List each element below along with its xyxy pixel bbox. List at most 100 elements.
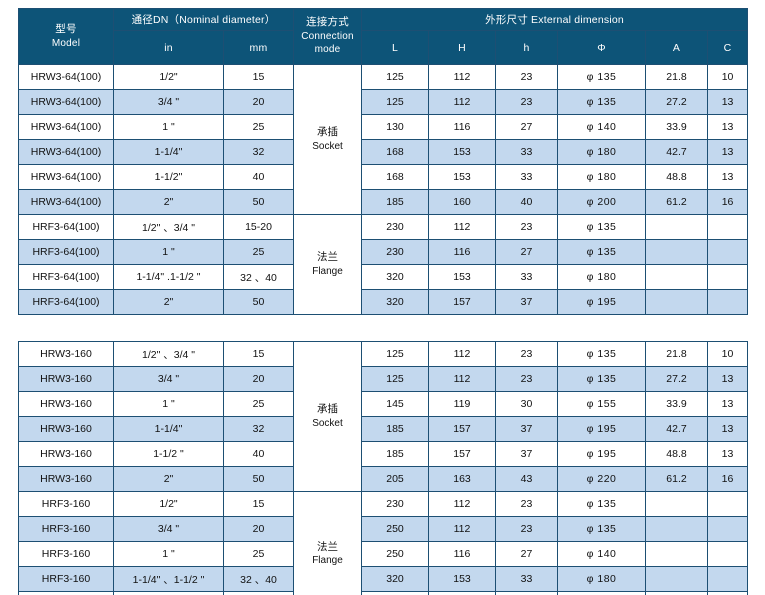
cell-phi: φ 180 xyxy=(557,566,646,592)
header-model-cn: 型号 xyxy=(55,22,77,35)
cell-h: 37 xyxy=(495,441,558,467)
cell-A: 27.2 xyxy=(645,89,709,115)
table-row: HRW3-64(100) 1/2" 15 承插 Socket 125 112 23 φ 135 2… xyxy=(18,64,749,215)
table-row: HRW3-160 2" 50 205 163 43 φ 220 61.2 16 xyxy=(18,466,748,492)
cell-phi: φ 220 xyxy=(557,591,646,595)
connection-mode-cn: 法兰 xyxy=(317,251,339,264)
table-row: HRF3-64(100) 1-1/4" .1-1/2 " 32 、40 320 153 3… xyxy=(18,264,749,290)
header-row-group: 型号 Model 通径DN（Nominal diameter） 连接方式 Con… xyxy=(18,8,749,65)
cell-dn-in: 3/4 " xyxy=(113,516,224,542)
cell-H: 153 xyxy=(428,164,497,190)
cell-dn-in: 1-1/4" xyxy=(113,416,224,442)
cell-h: 27 xyxy=(495,541,558,567)
cell-phi: φ 195 xyxy=(557,289,647,315)
cell-dn-in: 2" xyxy=(113,289,224,315)
connection-mode-cn: 法兰 xyxy=(317,540,338,553)
cell-H: 157 xyxy=(428,289,497,315)
cell-A xyxy=(645,239,709,265)
header-model: 型号 Model xyxy=(18,8,114,65)
cell-dn-mm: 32 、40 xyxy=(223,566,294,592)
cell-C: 10 xyxy=(707,341,748,367)
connection-mode-cn: 承插 xyxy=(317,403,338,416)
cell-dn-in: 1-1/2 " xyxy=(113,441,224,467)
table-row: HRW3-160 1/2" 、3/4 " 15 承插 Socket 125 112 23 φ 1… xyxy=(18,341,748,492)
cell-model: HRF3-64(100) xyxy=(18,289,114,315)
cell-dn-in: 2" xyxy=(113,591,224,595)
cell-h: 33 xyxy=(495,566,558,592)
cell-h: 23 xyxy=(495,341,558,367)
cell-h: 23 xyxy=(495,89,559,115)
cell-model: HRF3-160 xyxy=(18,516,114,542)
cell-A: 21.8 xyxy=(645,341,708,367)
cell-L: 320 xyxy=(361,289,430,315)
cell-h: 30 xyxy=(495,391,558,417)
cell-L: 168 xyxy=(361,164,430,190)
table-row: HRF3-64(100) 1 " 25 230 116 27 φ 135 xyxy=(18,239,749,265)
cell-h: 27 xyxy=(495,239,559,265)
cell-model: HRW3-64(100) xyxy=(18,164,114,190)
cell-phi: φ 195 xyxy=(557,416,646,442)
cell-dn-in: 1/2" xyxy=(113,491,224,517)
header-col-H: H xyxy=(428,30,497,65)
cell-H: 153 xyxy=(428,566,496,592)
cell-C: 13 xyxy=(707,164,749,190)
cell-phi: φ 135 xyxy=(557,64,647,90)
cell-A xyxy=(645,591,708,595)
cell-dn-mm: 40 xyxy=(223,441,294,467)
cell-dn-in: 1/2" 、3/4 " xyxy=(113,341,224,367)
header-col-h: h xyxy=(495,30,559,65)
cell-h: 43 xyxy=(495,466,558,492)
cell-A xyxy=(645,491,708,517)
table-row: HRF3-64(100) 1/2" 、3/4 " 15-20 法兰 Flange 230 1… xyxy=(18,214,749,315)
cell-phi: φ 135 xyxy=(557,366,646,392)
cell-L: 350 xyxy=(361,591,429,595)
cell-phi: φ 135 xyxy=(557,239,647,265)
cell-dn-in: 1 " xyxy=(113,391,224,417)
cell-dn-in: 2" xyxy=(113,466,224,492)
cell-L: 125 xyxy=(361,366,429,392)
cell-model: HRF3-160 xyxy=(18,566,114,592)
header-connection-en1: Connection xyxy=(301,30,354,42)
cell-C xyxy=(707,289,749,315)
cell-h: 23 xyxy=(495,491,558,517)
cell-model: HRW3-64(100) xyxy=(18,114,114,140)
cell-phi: φ 180 xyxy=(557,164,647,190)
cell-model: HRF3-160 xyxy=(18,491,114,517)
cell-h: 23 xyxy=(495,214,559,240)
cell-model: HRW3-160 xyxy=(18,466,114,492)
cell-connection-mode: 承插 Socket xyxy=(293,64,363,215)
cell-L: 230 xyxy=(361,491,429,517)
cell-phi: φ 135 xyxy=(557,89,647,115)
cell-A xyxy=(645,289,709,315)
cell-A: 42.7 xyxy=(645,139,709,165)
connection-mode-en: Flange xyxy=(312,555,343,567)
connection-mode-en: Socket xyxy=(312,140,343,152)
cell-H: 112 xyxy=(428,366,496,392)
cell-L: 320 xyxy=(361,264,430,290)
connection-mode-en: Socket xyxy=(312,417,343,429)
cell-A: 33.9 xyxy=(645,391,708,417)
cell-model: HRF3-64(100) xyxy=(18,264,114,290)
cell-A: 21.8 xyxy=(645,64,709,90)
cell-A: 48.8 xyxy=(645,164,709,190)
spec-table-64-100: 型号 Model 通径DN（Nominal diameter） 连接方式 Con… xyxy=(18,8,749,315)
cell-connection-mode: 法兰 Flange xyxy=(293,491,362,595)
cell-C: 16 xyxy=(707,466,748,492)
table-row: HRW3-64(100) 3/4 " 20 125 112 23 φ 135 27.2 13 xyxy=(18,89,749,115)
cell-dn-in: 1-1/4" .1-1/2 " xyxy=(113,264,224,290)
cell-h: 33 xyxy=(495,139,559,165)
cell-model: HRW3-160 xyxy=(18,341,114,367)
table-body: HRW3-64(100) 1/2" 15 承插 Socket 125 112 23 φ 135 2… xyxy=(18,64,749,315)
cell-C: 13 xyxy=(707,114,749,140)
cell-A xyxy=(645,541,708,567)
cell-dn-mm: 32 、40 xyxy=(222,264,295,290)
cell-phi: φ 155 xyxy=(557,391,646,417)
table-2-wrapper: HRW3-160 1/2" 、3/4 " 15 承插 Socket 125 112 23 φ 1… xyxy=(18,341,748,595)
cell-model: HRW3-160 xyxy=(18,391,114,417)
cell-C: 13 xyxy=(707,441,748,467)
header-col-A: A xyxy=(645,30,709,65)
table-row: HRW3-160 1-1/4" 32 185 157 37 φ 195 42.7 13 xyxy=(18,416,748,442)
cell-h: 40 xyxy=(495,591,558,595)
table-row: HRW3-64(100) 1 " 25 130 116 27 φ 140 33.9 13 xyxy=(18,114,749,140)
